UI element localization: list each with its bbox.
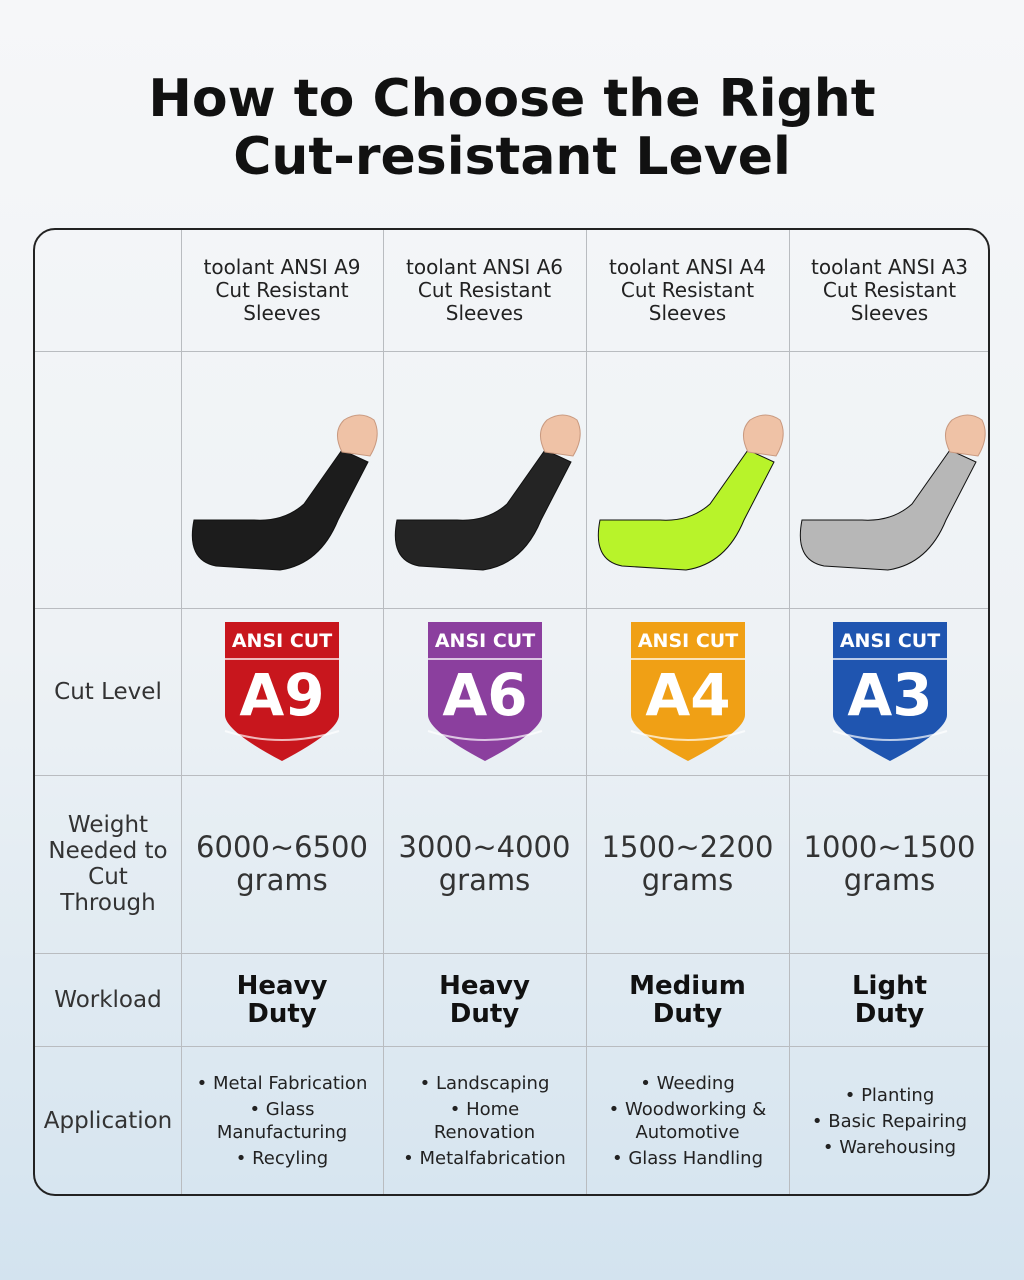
- cut-level-badge: ANSI CUT A6: [427, 621, 542, 761]
- cut-level-badge: ANSI CUT A9: [224, 621, 340, 761]
- application-cell: Metal Fabrication Glass Manufacturing Recy…: [181, 1046, 383, 1196]
- fist: [539, 414, 581, 457]
- badge-cell: ANSI CUT A3: [789, 608, 990, 775]
- product-image: [586, 351, 789, 608]
- badge-stripe: [630, 657, 745, 741]
- cut-level-badge: ANSI CUT A3: [832, 621, 947, 761]
- column-header: toolant ANSI A3 Cut Resistant Sleeves: [810, 255, 968, 325]
- application-list: Planting Basic Repairing Warehousing: [798, 1081, 981, 1162]
- badge-level: A6: [442, 661, 527, 729]
- weight: 1000~1500 grams: [803, 830, 976, 897]
- workload: Medium Duty: [629, 970, 746, 1029]
- badge-level: A3: [847, 661, 932, 729]
- application-item: Recyling: [195, 1147, 369, 1170]
- row-label: Application: [43, 1108, 173, 1134]
- badge-stripe: [427, 657, 542, 741]
- badge-shield: [225, 621, 339, 761]
- product-image: [789, 351, 990, 608]
- application-cell: Planting Basic Repairing Warehousing: [789, 1046, 990, 1196]
- comparison-table: Cut Level Weight Needed to Cut Through Wor…: [33, 228, 990, 1196]
- sleeve: [191, 448, 369, 571]
- application-list: Metal Fabrication Glass Manufacturing Recy…: [181, 1069, 383, 1173]
- application-item: Planting: [812, 1084, 967, 1107]
- badge-caption: ANSI CUT: [434, 630, 534, 652]
- badge-caption: ANSI CUT: [232, 630, 332, 652]
- badge-level: A4: [645, 661, 730, 729]
- fist: [742, 414, 784, 457]
- row-divider: [35, 1046, 988, 1047]
- workload: Light Duty: [851, 970, 928, 1029]
- column-divider: [586, 230, 587, 1194]
- badge-level: A9: [239, 661, 324, 729]
- application-item: Woodworking & Automotive: [600, 1098, 775, 1144]
- row-divider: [35, 953, 988, 954]
- weight: 6000~6500 grams: [196, 830, 368, 897]
- product-image: [383, 351, 586, 608]
- badge-caption: ANSI CUT: [637, 630, 737, 652]
- row-divider: [35, 351, 988, 352]
- fist: [944, 414, 986, 457]
- row-divider: [35, 775, 988, 776]
- badge-cell: ANSI CUT A9: [181, 608, 383, 775]
- badge-shield: [832, 621, 947, 761]
- badge-stripe: [832, 657, 947, 741]
- cut-level-badge: ANSI CUT A4: [630, 621, 745, 761]
- workload: Heavy Duty: [439, 970, 530, 1029]
- sleeve-illustration: [799, 414, 986, 571]
- application-list: Landscaping Home Renovation Metalfabricati…: [383, 1069, 586, 1173]
- badge-shield: [630, 621, 745, 761]
- sleeve-illustration: [191, 414, 378, 571]
- sleeve: [394, 448, 572, 571]
- badge-shield: [427, 621, 542, 761]
- badge-cell: ANSI CUT A6: [383, 608, 586, 775]
- row-label: Workload: [54, 986, 162, 1013]
- application-item: Landscaping: [397, 1072, 572, 1095]
- application-item: Glass Manufacturing: [195, 1098, 369, 1144]
- badge-caption: ANSI CUT: [839, 630, 939, 652]
- application-list: Weeding Woodworking & Automotive Glass Han…: [586, 1069, 789, 1173]
- sleeve-illustration: [597, 414, 784, 571]
- column-header: toolant ANSI A6 Cut Resistant Sleeves: [405, 255, 563, 325]
- sleeve: [799, 448, 977, 571]
- application-item: Home Renovation: [397, 1098, 572, 1144]
- application-item: Warehousing: [812, 1136, 967, 1159]
- sleeve-illustration: [394, 414, 581, 571]
- weight: 1500~2200 grams: [601, 830, 774, 897]
- application-cell: Weeding Woodworking & Automotive Glass Han…: [586, 1046, 789, 1196]
- sleeve: [597, 448, 775, 571]
- application-item: Weeding: [600, 1072, 775, 1095]
- column-header: toolant ANSI A4 Cut Resistant Sleeves: [608, 255, 766, 325]
- application-item: Basic Repairing: [812, 1110, 967, 1133]
- application-item: Metal Fabrication: [195, 1072, 369, 1095]
- application-item: Glass Handling: [600, 1147, 775, 1170]
- column-divider: [383, 230, 384, 1194]
- title: How to Choose the Right Cut-resistant Le…: [148, 69, 876, 187]
- row-label: Weight Needed to Cut Through: [48, 812, 168, 916]
- application-cell: Landscaping Home Renovation Metalfabricati…: [383, 1046, 586, 1196]
- badge-stripe: [224, 657, 340, 741]
- fist: [337, 414, 378, 457]
- row-label: Cut Level: [54, 678, 162, 705]
- badge-cell: ANSI CUT A4: [586, 608, 789, 775]
- row-divider: [35, 608, 988, 609]
- column-divider: [181, 230, 182, 1194]
- product-image: [181, 351, 383, 608]
- column-divider: [789, 230, 790, 1194]
- application-item: Metalfabrication: [397, 1147, 572, 1170]
- workload: Heavy Duty: [236, 970, 328, 1029]
- weight: 3000~4000 grams: [398, 830, 571, 897]
- column-header: toolant ANSI A9 Cut Resistant Sleeves: [203, 255, 361, 325]
